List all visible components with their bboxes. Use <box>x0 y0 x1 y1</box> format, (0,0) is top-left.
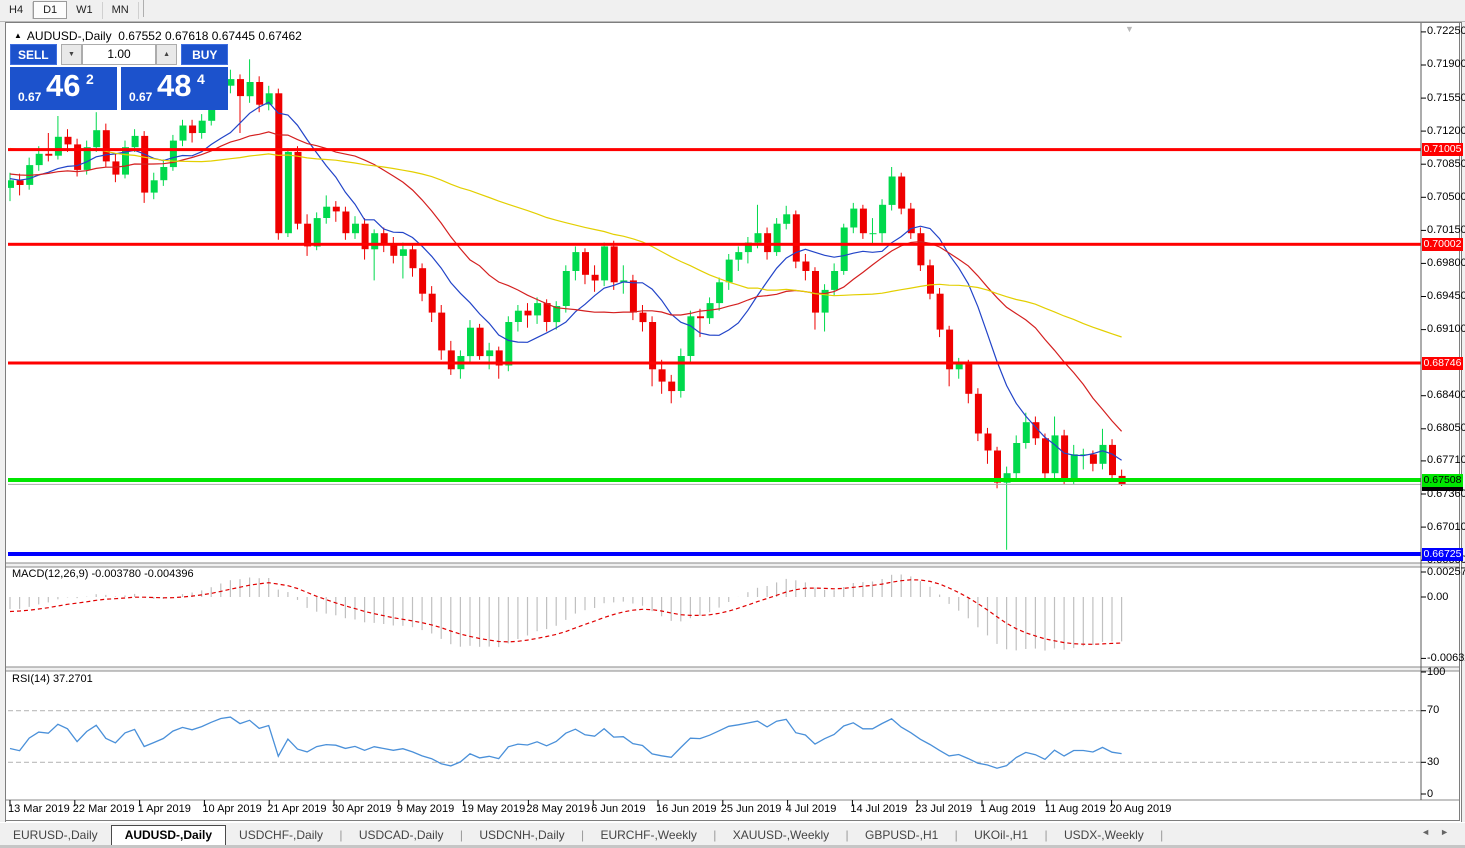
date-axis-label: 10 Apr 2019 <box>202 803 262 815</box>
tab-eurusddaily[interactable]: EURUSD-,Daily <box>13 828 98 842</box>
chart-ohlc-values: 0.67552 0.67618 0.67445 0.67462 <box>118 29 302 43</box>
rsi-axis-label: 30 <box>1427 755 1440 768</box>
tab-usdcaddaily[interactable]: USDCAD-,Daily <box>358 828 444 842</box>
tab-ukoilh1[interactable]: UKOil-,H1 <box>974 828 1029 842</box>
date-axis-label: 1 Apr 2019 <box>137 803 191 815</box>
date-axis-label: 23 Jul 2019 <box>915 803 973 815</box>
rsi-axis-label: 70 <box>1427 704 1440 717</box>
tab-separator: | <box>1156 828 1164 842</box>
macd-axis-label: 0.00 <box>1427 590 1449 603</box>
timeframe-toolbar: H4 D1 W1 MN <box>0 0 1465 22</box>
rsi-label: RSI(14) 37.2701 <box>12 673 93 685</box>
date-axis-label: 21 Apr 2019 <box>267 803 327 815</box>
symbol-tab-bar: EURUSD-,Daily AUDUSD-,Daily USDCHF-,Daily … <box>0 822 1465 846</box>
tab-separator: | <box>842 828 852 842</box>
date-axis-label: 14 Jul 2019 <box>850 803 908 815</box>
timeframe-button-w1[interactable]: W1 <box>67 2 103 19</box>
price-axis-label: 0.68050 <box>1427 422 1465 435</box>
date-axis-label: 22 Mar 2019 <box>72 803 135 815</box>
date-axis-label: 16 Jun 2019 <box>656 803 717 815</box>
price-axis-label: 0.70150 <box>1427 223 1465 236</box>
tab-separator: | <box>577 828 588 842</box>
macd-label: MACD(12,26,9) -0.003780 -0.004396 <box>12 568 194 580</box>
buy-button[interactable]: BUY <box>181 44 229 65</box>
price-level-tag: 0.67508 <box>1422 473 1463 487</box>
tab-usdcnhdaily[interactable]: USDCNH-,Daily <box>479 828 565 842</box>
buy-price-prefix: 0.67 <box>129 90 153 104</box>
price-axis-label: 0.70850 <box>1427 157 1465 170</box>
tab-scroll-left-icon[interactable]: ◄ <box>1421 827 1441 837</box>
price-level-tag: 0.66725 <box>1422 547 1463 561</box>
volume-decrease-button[interactable]: ▼ <box>60 44 83 65</box>
rsi-axis-label: 100 <box>1427 665 1446 678</box>
tab-gbpusdh1[interactable]: GBPUSD-,H1 <box>864 828 939 842</box>
date-axis-label: 30 Apr 2019 <box>332 803 392 815</box>
sell-price-prefix: 0.67 <box>18 90 42 104</box>
price-level-tag: 0.70002 <box>1422 237 1463 251</box>
date-axis-label: 4 Jul 2019 <box>785 803 837 815</box>
one-click-trading-panel: SELL ▼ 1.00 ▲ BUY 0.67 46 2 0.67 48 4 <box>10 44 229 110</box>
tab-separator: | <box>456 828 467 842</box>
price-axis-label: 0.71200 <box>1427 124 1465 137</box>
date-axis-label: 6 Jun 2019 <box>591 803 646 815</box>
timeframe-button-mn[interactable]: MN <box>103 2 139 19</box>
rsi-axis-label: 0 <box>1427 787 1434 800</box>
price-axis-label: 0.69800 <box>1427 256 1465 269</box>
date-axis-label: 28 May 2019 <box>526 803 590 815</box>
price-axis-label: 0.71900 <box>1427 58 1465 71</box>
toolbar-divider <box>142 0 144 18</box>
tab-usdchfdaily[interactable]: USDCHF-,Daily <box>239 828 324 842</box>
chart-symbol-label: AUDUSD-,Daily <box>26 29 112 43</box>
sell-price-sup: 2 <box>86 71 94 87</box>
buy-price-big: 48 <box>157 68 192 103</box>
collapse-arrow-icon[interactable]: ▲ <box>14 31 22 40</box>
tab-xauusdweekly[interactable]: XAUUSD-,Weekly <box>732 828 830 842</box>
price-axis-label: 0.72250 <box>1427 25 1465 38</box>
price-axis-label: 0.70500 <box>1427 190 1465 203</box>
price-axis-label: 0.68400 <box>1427 389 1465 402</box>
price-level-tag: 0.68746 <box>1422 356 1463 370</box>
buy-price-display[interactable]: 0.67 48 4 <box>121 67 228 110</box>
date-axis-label: 9 May 2019 <box>396 803 455 815</box>
date-axis-label: 19 May 2019 <box>461 803 526 815</box>
tab-audusddaily[interactable]: AUDUSD-,Daily <box>110 825 227 846</box>
chart-title: ▲ AUDUSD-,Daily 0.67552 0.67618 0.67445 0… <box>14 29 302 43</box>
tab-eurchfweekly[interactable]: EURCHF-,Weekly <box>600 828 697 842</box>
tab-separator: | <box>709 828 720 842</box>
tab-scroll-right-icon[interactable]: ► <box>1440 827 1459 837</box>
volume-increase-button[interactable]: ▲ <box>155 44 178 65</box>
buy-price-sup: 4 <box>197 71 205 87</box>
tab-scroll-arrows: ◄► <box>1421 827 1459 837</box>
tab-separator: | <box>1041 828 1051 842</box>
price-axis-label: 0.69100 <box>1427 323 1465 336</box>
date-axis-label: 20 Aug 2019 <box>1109 803 1172 815</box>
price-axis-label: 0.71550 <box>1427 91 1465 104</box>
date-axis-label: 25 Jun 2019 <box>720 803 782 815</box>
macd-axis-label: -0.006326 <box>1427 651 1465 664</box>
window-bottom-edge <box>0 845 1465 848</box>
volume-input[interactable]: 1.00 <box>82 44 156 65</box>
timeframe-button-d1[interactable]: D1 <box>33 1 68 19</box>
date-axis-label: 13 Mar 2019 <box>8 803 70 815</box>
sell-price-big: 46 <box>46 68 81 103</box>
sell-price-display[interactable]: 0.67 46 2 <box>10 67 117 110</box>
price-axis-label: 0.67710 <box>1427 454 1465 467</box>
date-axis-label: 1 Aug 2019 <box>980 803 1036 815</box>
chart-shift-marker-icon[interactable]: ▼ <box>1125 24 1134 34</box>
sell-button[interactable]: SELL <box>10 44 57 65</box>
tab-separator: | <box>951 828 962 842</box>
price-level-tag: 0.71005 <box>1422 143 1463 157</box>
tab-separator: | <box>336 828 346 842</box>
price-axis-label: 0.69450 <box>1427 290 1465 302</box>
date-axis-label: 11 Aug 2019 <box>1044 803 1106 815</box>
price-axis-label: 0.67010 <box>1427 520 1465 533</box>
macd-axis-label: 0.002574 <box>1427 565 1465 578</box>
timeframe-button-h4[interactable]: H4 <box>0 2 34 19</box>
tab-usdxweekly[interactable]: USDX-,Weekly <box>1063 828 1144 842</box>
